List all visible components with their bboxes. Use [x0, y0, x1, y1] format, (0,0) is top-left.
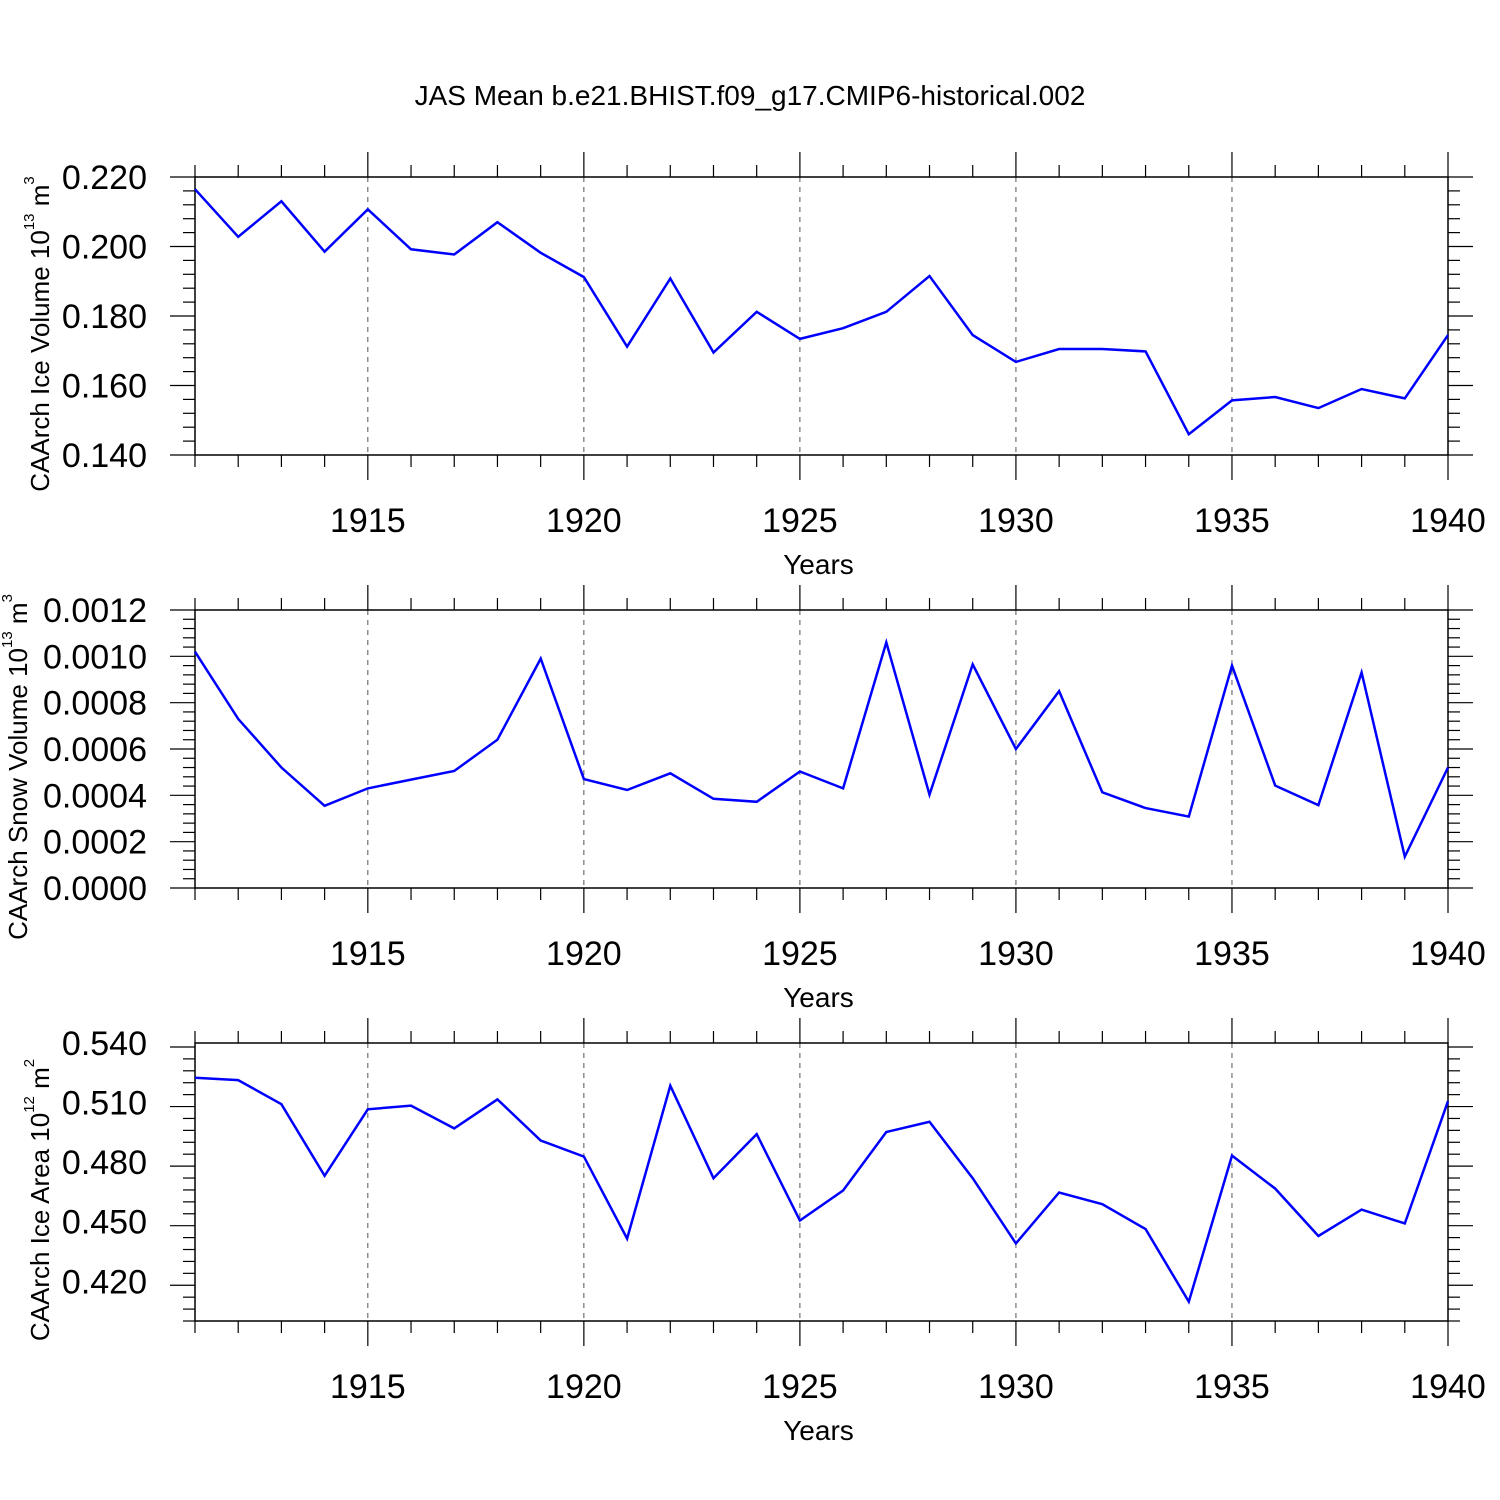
y-axis-label: CAArch Snow Volume 1013 m3 — [0, 594, 33, 940]
x-tick-label: 1920 — [546, 502, 622, 540]
plot-frame — [194, 609, 1449, 889]
series-line — [193, 637, 1450, 861]
chart-title: JAS Mean b.e21.BHIST.f09_g17.CMIP6-histo… — [415, 80, 1086, 111]
y-axis-label-exponent: 13 — [21, 213, 38, 230]
y-tick-label: 0.180 — [62, 298, 147, 336]
plot-frame — [194, 1042, 1449, 1322]
y-axis-label: CAArch Ice Area 1012 m2 — [21, 1059, 55, 1341]
y-tick-label: 0.0010 — [43, 638, 147, 676]
x-tick-label: 1935 — [1194, 1368, 1270, 1406]
y-tick-label: 0.200 — [62, 229, 147, 267]
x-axis-label: Years — [783, 549, 854, 580]
y-tick-label: 0.450 — [62, 1204, 147, 1242]
series-line — [194, 188, 1450, 437]
x-axis-label: Years — [783, 1415, 854, 1446]
x-axis-label: Years — [783, 982, 854, 1013]
panel-snow-volume: CAArch Snow Volume 1013 m3 Years 1915 192… — [0, 585, 1486, 1013]
y-tick-label: 0.220 — [62, 159, 147, 197]
x-tick-label: 1930 — [978, 1368, 1054, 1406]
x-tick-label: 1935 — [1194, 502, 1270, 540]
y-axis-label-exponent: 12 — [21, 1096, 38, 1113]
svg-text:CAArch Snow Volume 1013 m3: CAArch Snow Volume 1013 m3 — [0, 594, 33, 940]
y-tick-label: 0.510 — [62, 1085, 147, 1123]
x-tick-label: 1915 — [330, 935, 406, 973]
x-tick-label: 1925 — [762, 935, 838, 973]
y-axis-label-unit: m — [25, 1067, 55, 1096]
y-axis-label-exponent: 13 — [0, 631, 16, 648]
x-tick-label: 1920 — [546, 1368, 622, 1406]
y-tick-label: 0.420 — [62, 1263, 147, 1301]
x-tick-label: 1915 — [330, 1368, 406, 1406]
y-axis-label-text: CAArch Ice Volume 10 — [25, 230, 55, 492]
x-tick-label: 1930 — [978, 935, 1054, 973]
y-axis-label-unit-exponent: 3 — [21, 176, 38, 184]
series-line — [194, 1076, 1450, 1305]
y-axis-label-unit: m — [3, 602, 33, 631]
y-axis-label-unit-exponent: 2 — [21, 1059, 38, 1067]
panel-ice-volume: CAArch Ice Volume 1013 m3 Years 1915 1920… — [21, 152, 1486, 580]
y-tick-label: 0.0000 — [43, 870, 147, 908]
x-tick-label: 1925 — [762, 1368, 838, 1406]
x-tick-label: 1935 — [1194, 935, 1270, 973]
x-tick-label: 1925 — [762, 502, 838, 540]
y-axis-label: CAArch Ice Volume 1013 m3 — [21, 176, 55, 492]
y-axis-label-unit-exponent: 3 — [0, 594, 16, 602]
svg-text:CAArch Ice Volume 1013 m3: CAArch Ice Volume 1013 m3 — [21, 176, 55, 492]
y-tick-label: 0.0004 — [43, 777, 147, 815]
y-axis-label-unit: m — [25, 185, 55, 214]
x-tick-label: 1930 — [978, 502, 1054, 540]
x-tick-label: 1940 — [1410, 935, 1486, 973]
y-tick-label: 0.0012 — [43, 592, 147, 630]
svg-text:CAArch Ice Area 1012 m2: CAArch Ice Area 1012 m2 — [21, 1059, 55, 1341]
y-axis-label-text: CAArch Ice Area 10 — [25, 1113, 55, 1341]
x-tick-label: 1920 — [546, 935, 622, 973]
x-tick-label: 1940 — [1410, 502, 1486, 540]
y-tick-label: 0.140 — [62, 437, 147, 475]
y-axis-label-text: CAArch Snow Volume 10 — [3, 648, 33, 940]
y-tick-label: 0.0006 — [43, 731, 147, 769]
y-tick-label: 0.540 — [62, 1025, 147, 1063]
y-tick-label: 0.160 — [62, 368, 147, 406]
x-tick-label: 1915 — [330, 502, 406, 540]
y-tick-label: 0.0008 — [43, 685, 147, 723]
x-tick-label: 1940 — [1410, 1368, 1486, 1406]
y-tick-label: 0.0002 — [43, 824, 147, 862]
y-tick-label: 0.480 — [62, 1144, 147, 1182]
panel-ice-area: CAArch Ice Area 1012 m2 Years 1915 1920 19… — [21, 1018, 1486, 1446]
plot-frame — [194, 176, 1449, 456]
